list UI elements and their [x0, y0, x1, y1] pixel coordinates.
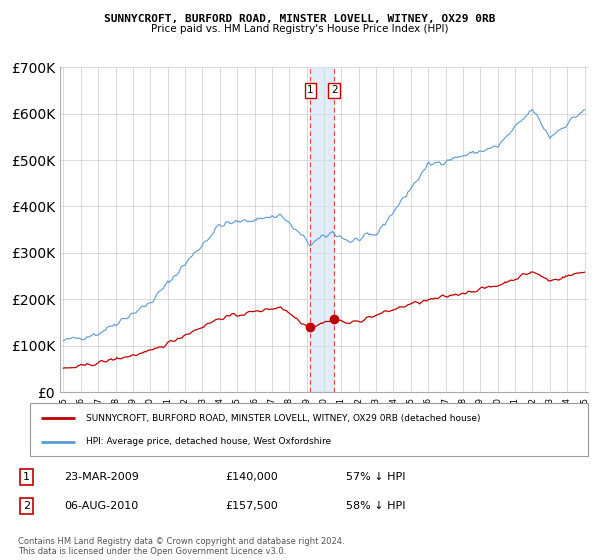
Text: SUNNYCROFT, BURFORD ROAD, MINSTER LOVELL, WITNEY, OX29 0RB (detached house): SUNNYCROFT, BURFORD ROAD, MINSTER LOVELL… [86, 414, 481, 423]
Text: 1: 1 [23, 472, 30, 482]
Bar [310, 67, 334, 392]
Text: HPI: Average price, detached house, West Oxfordshire: HPI: Average price, detached house, West… [86, 437, 331, 446]
Text: 23-MAR-2009: 23-MAR-2009 [64, 472, 139, 482]
Text: 2: 2 [23, 501, 30, 511]
Text: Price paid vs. HM Land Registry's House Price Index (HPI): Price paid vs. HM Land Registry's House … [151, 24, 449, 34]
Text: Contains HM Land Registry data © Crown copyright and database right 2024.: Contains HM Land Registry data © Crown c… [18, 537, 344, 546]
Text: £157,500: £157,500 [225, 501, 278, 511]
Text: This data is licensed under the Open Government Licence v3.0.: This data is licensed under the Open Gov… [18, 547, 286, 556]
Text: 2: 2 [331, 86, 338, 95]
Text: SUNNYCROFT, BURFORD ROAD, MINSTER LOVELL, WITNEY, OX29 0RB: SUNNYCROFT, BURFORD ROAD, MINSTER LOVELL… [104, 14, 496, 24]
Text: 58% ↓ HPI: 58% ↓ HPI [346, 501, 406, 511]
Text: 57% ↓ HPI: 57% ↓ HPI [346, 472, 406, 482]
Text: 1: 1 [307, 86, 314, 95]
Text: 06-AUG-2010: 06-AUG-2010 [64, 501, 138, 511]
Text: £140,000: £140,000 [225, 472, 278, 482]
